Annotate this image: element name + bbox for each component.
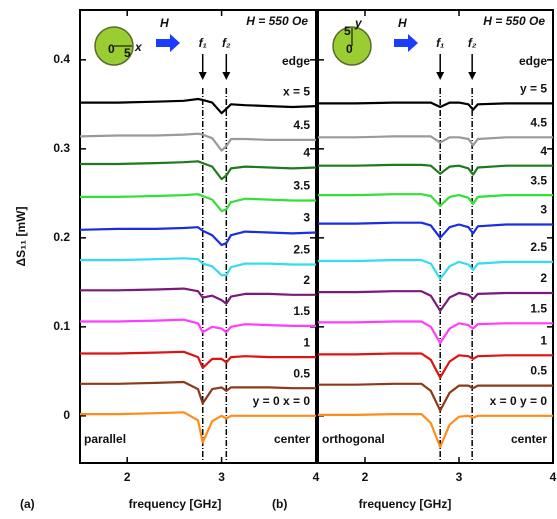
series-label: 1.5 (293, 304, 310, 318)
figure: 2 3 4 0 0.1 0.2 0.3 0.4 f₁ f₂ x = 5 4.5 4 3.5 3 2.5 2 1.5… (0, 0, 557, 519)
marker-label: f₁ (199, 36, 207, 50)
y-tick-label: 0.3 (53, 141, 70, 155)
x-tick-label: 4 (313, 470, 320, 484)
spectrum-line (80, 194, 316, 211)
inset-label: 5 (344, 24, 351, 38)
spectrum-line (318, 136, 553, 145)
series-label: 3 (303, 211, 310, 225)
field-label: H = 550 Oe (246, 14, 308, 28)
top-label: edge (519, 54, 547, 68)
spectrum-line (318, 322, 553, 343)
marker-arrowhead (436, 72, 444, 80)
spectrum-line (318, 291, 553, 311)
y-tick-label: 0.4 (53, 52, 70, 66)
inset-label: y (354, 16, 363, 30)
x-tick-label: 2 (362, 470, 369, 484)
spectrum-line (80, 320, 316, 333)
series-label: y = 5 (520, 82, 547, 96)
inset-label: 0 (346, 42, 353, 56)
marker-label: f₁ (436, 36, 444, 50)
y-tick-label: 0.1 (53, 319, 70, 333)
spectrum-line (80, 352, 316, 368)
x-tick-label: 2 (124, 470, 131, 484)
spectrum-line (318, 194, 553, 206)
series-label: x = 0 y = 0 (490, 394, 548, 408)
marker-arrowhead (222, 72, 230, 80)
field-symbol: H (398, 16, 407, 30)
marker-arrowhead (199, 72, 207, 80)
x-tick-label: 4 (550, 470, 557, 484)
spectrum-line (318, 260, 553, 279)
spectrum-line (318, 223, 553, 238)
series-label: y = 0 x = 0 (253, 394, 311, 408)
spectrum-line (318, 103, 553, 110)
inset-label: 5 (124, 46, 131, 60)
series-label: 0.5 (293, 366, 310, 380)
x-tick-label: 3 (218, 470, 225, 484)
series-label: 2 (540, 271, 547, 285)
series-label: 2 (303, 273, 310, 287)
marker-arrowhead (468, 72, 476, 80)
x-axis-label: frequency [GHz] (129, 497, 222, 511)
top-label: edge (282, 54, 310, 68)
spectrum-line (80, 258, 316, 275)
inset-label: x (134, 40, 143, 54)
series-label: 4.5 (293, 118, 310, 132)
field-arrow (156, 34, 180, 52)
series-label: 4.5 (530, 115, 547, 129)
spectrum-line (80, 134, 316, 151)
bottom-right-label: center (274, 432, 310, 446)
series-label: 3 (540, 203, 547, 217)
x-tick-label: 3 (456, 470, 463, 484)
panel-label: (b) (272, 497, 287, 511)
bottom-right-label: center (511, 432, 547, 446)
series-label: 4 (540, 144, 547, 158)
field-arrow (394, 34, 418, 52)
series-label: 1 (540, 333, 547, 347)
y-axis-label: ΔS₁₁ [mW] (14, 207, 28, 267)
field-label: H = 550 Oe (483, 14, 545, 28)
marker-label: f₂ (222, 36, 231, 50)
marker-label: f₂ (468, 36, 477, 50)
spectrum-line (80, 161, 316, 179)
bottom-left-label: orthogonal (322, 432, 385, 446)
y-tick-label: 0.2 (53, 230, 70, 244)
panel-label: (a) (20, 497, 35, 511)
spectrum-line (80, 227, 316, 245)
series-label: 0.5 (530, 364, 547, 378)
x-axis-label: frequency [GHz] (359, 497, 452, 511)
spectrum-line (318, 165, 553, 175)
spectrum-line (318, 354, 553, 378)
series-label: 1 (303, 335, 310, 349)
spectrum-line (80, 99, 316, 113)
series-label: 2.5 (530, 240, 547, 254)
bottom-left-label: parallel (84, 432, 126, 446)
spectrum-line (80, 289, 316, 304)
series-label: 2.5 (293, 243, 310, 257)
series-label: 3.5 (530, 173, 547, 187)
y-tick-label: 0 (63, 408, 70, 422)
inset-label: 0 (108, 42, 115, 56)
series-label: 4 (303, 146, 310, 160)
series-label: 1.5 (530, 301, 547, 315)
series-label: x = 5 (283, 84, 310, 98)
series-label: 3.5 (293, 179, 310, 193)
field-symbol: H (160, 16, 169, 30)
